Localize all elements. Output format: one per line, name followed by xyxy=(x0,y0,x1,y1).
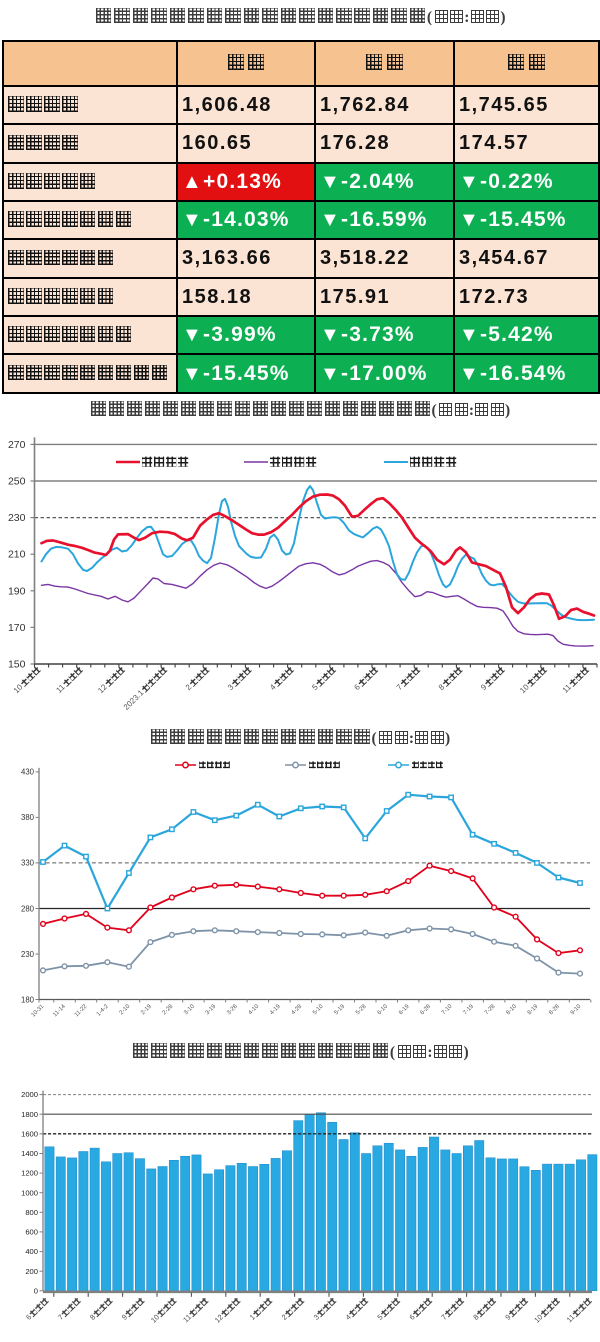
svg-text:800: 800 xyxy=(25,1208,38,1217)
svg-text:2-28: 2-28 xyxy=(162,1003,175,1016)
svg-text:10-31: 10-31 xyxy=(31,1004,46,1019)
svg-text:6-19: 6-19 xyxy=(398,1004,411,1017)
svg-text:6-10: 6-10 xyxy=(377,1003,390,1016)
svg-text:9-10: 9-10 xyxy=(570,1003,583,1016)
svg-text:11: 11 xyxy=(181,1312,193,1324)
svg-text:7: 7 xyxy=(439,1312,448,1321)
svg-text:190: 190 xyxy=(8,585,26,597)
svg-text:8: 8 xyxy=(88,1312,97,1321)
svg-text:6: 6 xyxy=(407,1312,416,1321)
svg-text:3: 3 xyxy=(312,1312,321,1321)
svg-text:2: 2 xyxy=(184,682,194,692)
svg-text:5: 5 xyxy=(375,1312,384,1321)
svg-text:5-19: 5-19 xyxy=(334,1004,347,1017)
svg-text:2000: 2000 xyxy=(21,1090,38,1099)
svg-text:1000: 1000 xyxy=(21,1188,38,1197)
svg-text:1: 1 xyxy=(248,1312,257,1321)
svg-text:11-22: 11-22 xyxy=(74,1004,89,1019)
svg-text:7: 7 xyxy=(395,682,405,692)
svg-text:5: 5 xyxy=(310,682,320,692)
svg-text:11: 11 xyxy=(565,1312,577,1324)
svg-text:5-28: 5-28 xyxy=(355,1003,368,1016)
svg-text:8: 8 xyxy=(471,1312,480,1321)
svg-text:2: 2 xyxy=(280,1312,289,1321)
svg-text:1-4-2: 1-4-2 xyxy=(96,1004,110,1018)
svg-text:7: 7 xyxy=(56,1312,65,1321)
svg-text:3: 3 xyxy=(226,682,236,692)
svg-text:8: 8 xyxy=(437,682,447,692)
svg-text:250: 250 xyxy=(8,476,26,488)
svg-text:8-10: 8-10 xyxy=(505,1003,518,1016)
svg-text:1600: 1600 xyxy=(21,1129,38,1138)
svg-text:230: 230 xyxy=(8,512,26,524)
svg-text:4: 4 xyxy=(268,682,278,692)
svg-text:8-19: 8-19 xyxy=(527,1004,540,1017)
svg-text:180: 180 xyxy=(21,995,35,1004)
svg-text:3-10: 3-10 xyxy=(183,1003,196,1016)
svg-text:2-10: 2-10 xyxy=(119,1003,132,1016)
svg-text:4-19: 4-19 xyxy=(269,1004,282,1017)
svg-text:1800: 1800 xyxy=(21,1110,38,1119)
svg-text:270: 270 xyxy=(8,439,26,451)
svg-text:9: 9 xyxy=(120,1312,129,1321)
svg-text:7-19: 7-19 xyxy=(462,1004,475,1017)
svg-text:210: 210 xyxy=(8,549,26,561)
svg-text:6: 6 xyxy=(24,1312,33,1321)
svg-text:430: 430 xyxy=(21,768,35,777)
svg-text:9: 9 xyxy=(479,682,489,692)
svg-text:380: 380 xyxy=(21,813,35,822)
svg-text:4-28: 4-28 xyxy=(291,1003,304,1016)
svg-text:170: 170 xyxy=(8,622,26,634)
svg-text:6-28: 6-28 xyxy=(419,1003,432,1016)
svg-text:150: 150 xyxy=(8,659,26,671)
svg-text:4-10: 4-10 xyxy=(248,1003,261,1016)
svg-text:2023.1: 2023.1 xyxy=(122,688,146,712)
svg-text:280: 280 xyxy=(21,904,35,913)
svg-text:3-28: 3-28 xyxy=(226,1003,239,1016)
svg-text:230: 230 xyxy=(21,950,35,959)
svg-text:600: 600 xyxy=(25,1228,38,1237)
svg-text:200: 200 xyxy=(25,1267,38,1276)
svg-text:1200: 1200 xyxy=(21,1169,38,1178)
svg-text:400: 400 xyxy=(25,1247,38,1256)
svg-text:2-19: 2-19 xyxy=(140,1004,153,1017)
svg-text:11-14: 11-14 xyxy=(52,1003,67,1018)
svg-text:0: 0 xyxy=(34,1286,38,1295)
svg-text:6: 6 xyxy=(352,682,362,692)
svg-text:4: 4 xyxy=(344,1312,353,1321)
svg-text:7-10: 7-10 xyxy=(441,1003,454,1016)
svg-text:9: 9 xyxy=(503,1312,512,1321)
svg-text:330: 330 xyxy=(21,859,35,868)
svg-text:8-28: 8-28 xyxy=(548,1003,561,1016)
svg-text:7-28: 7-28 xyxy=(484,1003,497,1016)
svg-text:5-10: 5-10 xyxy=(312,1003,325,1016)
svg-text:1400: 1400 xyxy=(21,1149,38,1158)
svg-text:3-19: 3-19 xyxy=(205,1004,218,1017)
